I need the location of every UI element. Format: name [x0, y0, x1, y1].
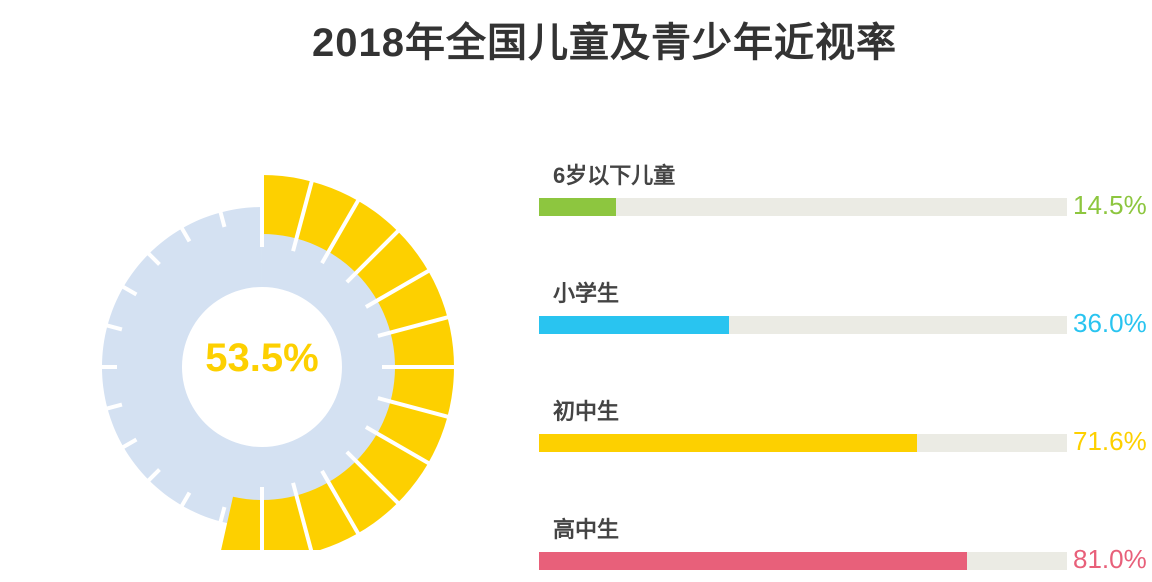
bar-row: 6岁以下儿童 14.5%: [539, 158, 1147, 228]
donut-separator: [364, 425, 433, 467]
donut-separator: [105, 402, 123, 411]
bar-value-label: 14.5%: [1073, 190, 1147, 220]
bar-fill: [539, 434, 918, 452]
donut-separator: [120, 284, 138, 297]
donut-separator: [345, 450, 403, 508]
donut-separator: [291, 177, 315, 252]
donut-separator: [179, 225, 192, 243]
donut-separator: [105, 323, 123, 332]
bar-track: [539, 198, 1067, 216]
bar-label: 6岁以下儿童: [553, 163, 676, 188]
donut-separator: [146, 251, 161, 266]
bar-row: 小学生 36.0%: [539, 276, 1147, 346]
bar-row: 初中生 71.6%: [539, 394, 1147, 464]
donut-separator: [377, 396, 452, 420]
donut-track: [101, 207, 422, 527]
donut-value-arc: [221, 175, 454, 550]
bar-label: 小学生: [553, 281, 620, 306]
bar-track: [539, 434, 1067, 452]
donut-separator: [179, 491, 192, 509]
overall-donut: [100, 171, 458, 550]
donut-separator: [377, 314, 452, 338]
bar-label: 高中生: [553, 517, 620, 542]
donut-separator: [291, 482, 314, 550]
bar-value-label: 71.6%: [1073, 426, 1147, 456]
bar-track: [539, 316, 1067, 334]
donut-separator: [120, 437, 138, 450]
donut-separator: [364, 267, 433, 309]
bar-row: 高中生 81.0%: [539, 512, 1147, 582]
bar-value-label: 81.0%: [1073, 544, 1147, 574]
bar-value-label: 36.0%: [1073, 308, 1147, 338]
donut-separator: [345, 226, 403, 284]
donut-separator: [218, 210, 227, 228]
donut-separator: [146, 468, 161, 483]
bar-fill: [539, 552, 967, 570]
bar-label: 初中生: [553, 399, 620, 424]
overall-value: 53.5%: [205, 336, 319, 380]
donut-separator: [320, 196, 362, 265]
bar-fill: [539, 316, 730, 334]
bar-fill: [539, 198, 616, 216]
donut-separator: [320, 469, 362, 538]
chart-title: 2018年全国儿童及青少年近视率: [312, 21, 897, 65]
donut-separator: [218, 506, 227, 524]
bar-track: [539, 552, 1067, 570]
